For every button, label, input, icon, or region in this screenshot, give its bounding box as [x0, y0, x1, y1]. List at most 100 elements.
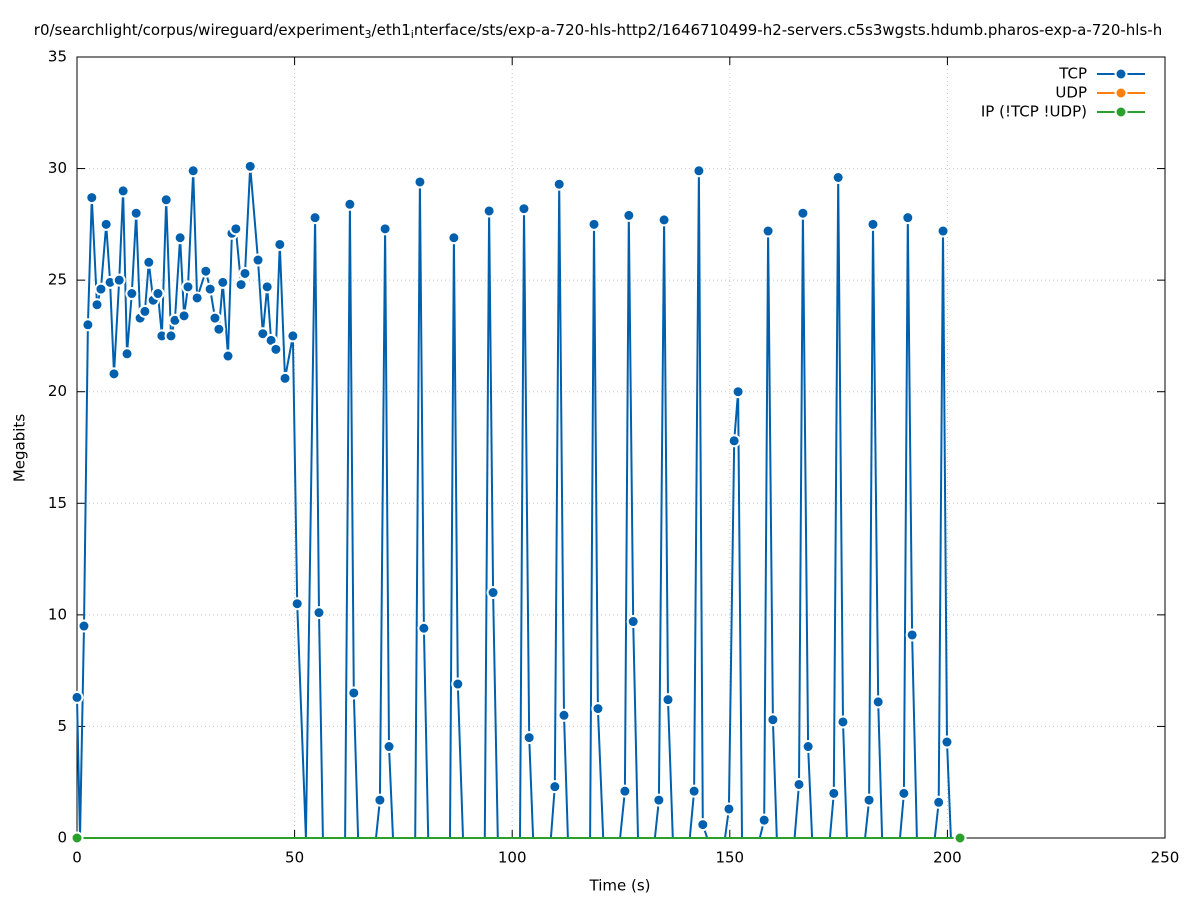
- legend-label: IP (!TCP !UDP): [981, 103, 1087, 121]
- data-point: [792, 777, 806, 791]
- y-tick-label: 35: [48, 48, 67, 66]
- data-point: [269, 342, 283, 356]
- data-point: [378, 222, 392, 236]
- data-point: [766, 713, 780, 727]
- data-point: [801, 740, 815, 754]
- data-point: [116, 184, 130, 198]
- data-point: [81, 318, 95, 332]
- data-point: [286, 329, 300, 343]
- data-point: [696, 818, 710, 832]
- data-point: [186, 164, 200, 178]
- data-point: [85, 191, 99, 205]
- data-point: [548, 780, 562, 794]
- data-point: [129, 206, 143, 220]
- data-point: [99, 217, 113, 231]
- data-point: [862, 793, 876, 807]
- data-point: [587, 217, 601, 231]
- x-tick-label: 0: [72, 849, 82, 867]
- data-point: [373, 793, 387, 807]
- x-tick-label: 150: [715, 849, 744, 867]
- data-point: [757, 813, 771, 827]
- y-tick-label: 20: [48, 382, 67, 400]
- data-point: [343, 197, 357, 211]
- legend-label: TCP: [1058, 65, 1087, 83]
- data-point: [120, 347, 134, 361]
- data-point: [243, 159, 257, 173]
- data-point: [936, 224, 950, 238]
- data-point: [216, 275, 230, 289]
- data-point: [199, 264, 213, 278]
- y-axis-label: Megabits: [11, 414, 29, 482]
- x-tick-label: 250: [1151, 849, 1180, 867]
- data-point: [482, 204, 496, 218]
- y-tick-label: 25: [48, 271, 67, 289]
- data-point: [451, 677, 465, 691]
- data-point: [486, 586, 500, 600]
- data-point: [273, 237, 287, 251]
- data-point: [866, 217, 880, 231]
- data-point: [722, 802, 736, 816]
- data-point: [905, 628, 919, 642]
- data-point: [164, 329, 178, 343]
- data-point: [290, 597, 304, 611]
- data-point: [221, 349, 235, 363]
- data-point: [107, 367, 121, 381]
- data-point: [70, 690, 84, 704]
- data-point: [661, 693, 675, 707]
- data-point: [256, 327, 270, 341]
- data-point: [77, 619, 91, 633]
- chart-title: r0/searchlight/corpus/wireguard/experime…: [34, 21, 1162, 42]
- data-point: [94, 282, 108, 296]
- data-point: [90, 298, 104, 312]
- data-point: [112, 273, 126, 287]
- data-point: [413, 175, 427, 189]
- data-point: [173, 231, 187, 245]
- data-point: [142, 255, 156, 269]
- data-point: [622, 208, 636, 222]
- y-tick-label: 30: [48, 159, 67, 177]
- data-point: [761, 224, 775, 238]
- data-point: [687, 784, 701, 798]
- data-point: [522, 731, 536, 745]
- data-point: [190, 291, 204, 305]
- data-point: [347, 686, 361, 700]
- data-point: [138, 304, 152, 318]
- data-point: [203, 282, 217, 296]
- data-point: [618, 784, 632, 798]
- x-tick-label: 50: [285, 849, 304, 867]
- data-point: [234, 278, 248, 292]
- data-point: [159, 193, 173, 207]
- y-tick-label: 0: [57, 829, 67, 847]
- data-point: [827, 786, 841, 800]
- legend-label: UDP: [1055, 84, 1087, 102]
- data-point: [897, 786, 911, 800]
- data-point: [652, 793, 666, 807]
- data-point: [591, 702, 605, 716]
- data-point: [229, 222, 243, 236]
- data-point: [125, 287, 139, 301]
- title-part: r0/searchlight/corpus/wireguard/experime…: [34, 21, 365, 39]
- data-point: [260, 280, 274, 294]
- data-point: [831, 170, 845, 184]
- legend-marker: [1114, 105, 1128, 119]
- data-point: [517, 202, 531, 216]
- title-part: i: [411, 28, 414, 41]
- data-point: [447, 231, 461, 245]
- title-part: 3: [365, 28, 372, 41]
- x-axis-label: Time (s): [589, 877, 651, 895]
- data-point: [731, 385, 745, 399]
- data-point: [382, 740, 396, 754]
- data-point: [552, 177, 566, 191]
- data-point: [871, 695, 885, 709]
- y-tick-label: 10: [48, 605, 67, 623]
- data-point: [626, 615, 640, 629]
- y-tick-label: 5: [57, 717, 67, 735]
- data-point: [836, 715, 850, 729]
- data-point: [238, 266, 252, 280]
- title-part: /eth1: [372, 21, 411, 39]
- data-point: [212, 322, 226, 336]
- data-point: [251, 253, 265, 267]
- data-point: [70, 831, 84, 845]
